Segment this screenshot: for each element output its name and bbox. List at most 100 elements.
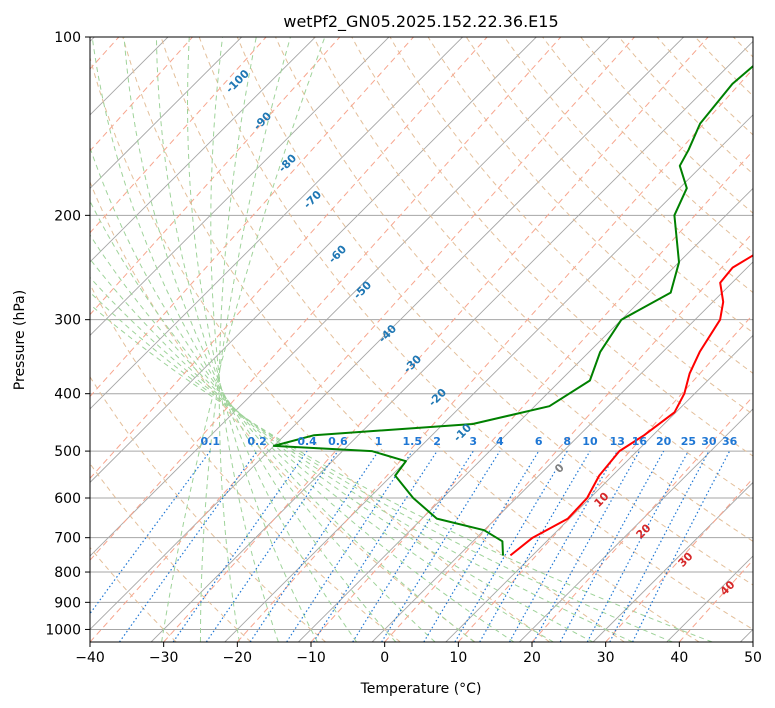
y-tick-label: 200 <box>54 208 81 224</box>
y-tick-label: 600 <box>54 491 81 507</box>
y-axis: 100 200 300 400 500 600 700 800 900 1000 <box>45 30 90 638</box>
dry-adiabat <box>90 180 476 642</box>
plot-area <box>90 37 753 642</box>
mixing-ratio-label: 0.6 <box>328 435 348 448</box>
skewed-isotherm <box>90 37 243 189</box>
isotherm-dashed <box>90 37 194 152</box>
dry-adiabat <box>160 37 700 642</box>
moist-adiabat <box>90 200 515 642</box>
skewed-isotherm <box>90 37 390 337</box>
skewed-isotherm <box>298 187 753 642</box>
mixing-ratio-line <box>533 450 640 642</box>
isotherm-dashed <box>90 37 488 480</box>
moist-adiabat <box>187 37 318 642</box>
dry-adiabat <box>465 37 753 334</box>
chart-title: wetPf2_GN05.2025.152.22.36.E15 <box>283 12 558 32</box>
mixing-ratio-label: 6 <box>535 435 543 448</box>
x-tick-label: 30 <box>597 650 615 666</box>
skewed-isotherm <box>90 37 464 410</box>
mixing-ratio-label: 0.1 <box>200 435 220 448</box>
isotherm-dashed <box>236 68 753 642</box>
dry-adiabat <box>427 37 753 374</box>
x-axis-title: Temperature (°C) <box>360 681 482 697</box>
mixing-ratio-label: 25 <box>681 435 696 448</box>
isotherm-dashed <box>384 231 753 642</box>
isotherm-dashed <box>90 37 341 316</box>
mixing-ratio-label: 20 <box>656 435 672 448</box>
dry-adiabat <box>503 37 753 294</box>
moist-adiabat <box>123 37 397 642</box>
moist-adiabat <box>90 291 673 642</box>
mixing-ratio-line <box>119 450 258 642</box>
moist-adiabat <box>210 37 279 642</box>
skewed-isotherm <box>150 40 753 642</box>
x-tick-label: 10 <box>449 650 467 666</box>
mixing-ratio-label: 0.4 <box>297 435 317 448</box>
isotherm-dashed <box>752 641 753 642</box>
mixing-ratio-line <box>559 450 665 642</box>
x-tick-label: 0 <box>380 650 389 666</box>
skewed-isotherm <box>371 261 753 642</box>
x-tick-label: −10 <box>296 650 326 666</box>
moist-adiabat <box>90 234 554 642</box>
moist-adiabat <box>155 37 358 642</box>
mixing-ratio-line <box>90 450 211 615</box>
dry-adiabat <box>580 37 753 214</box>
y-tick-label: 500 <box>54 444 81 460</box>
x-tick-label: −40 <box>75 650 105 666</box>
mixing-ratio-label: 8 <box>563 435 571 448</box>
mixing-ratio-line <box>508 450 618 642</box>
isotherm-dashed <box>90 37 562 561</box>
mixing-ratio-label: 2 <box>433 435 441 448</box>
mixing-ratio-label: 1 <box>375 435 383 448</box>
mixing-ratio-label: 30 <box>701 435 717 448</box>
mixing-ratio-line <box>249 450 379 642</box>
skewed-isotherm <box>224 114 753 642</box>
mixing-ratio-line <box>381 450 501 642</box>
mixing-ratio-line <box>632 450 731 642</box>
dry-adiabat <box>90 462 252 642</box>
dry-adiabat <box>313 37 753 499</box>
plot-frame <box>89 36 754 643</box>
moist-adiabat <box>90 258 594 642</box>
mixing-ratio-label: 10 <box>582 435 598 448</box>
mixing-ratio-line <box>205 450 339 642</box>
skewed-isotherm <box>592 481 753 642</box>
isotherm-dashed <box>163 37 709 642</box>
moist-adiabat <box>90 276 633 642</box>
mixing-ratio-label: 4 <box>496 435 504 448</box>
moist-adiabat <box>161 37 326 642</box>
y-tick-label: 300 <box>54 313 81 329</box>
y-tick-label: 100 <box>54 30 81 46</box>
isotherm-dashed <box>90 37 636 642</box>
mixing-ratio-line <box>286 450 413 642</box>
y-tick-label: 700 <box>54 531 81 547</box>
isotherm-dashed <box>90 37 267 234</box>
background-lines <box>90 37 753 642</box>
isotherm-dashed <box>457 313 753 642</box>
moist-adiabat <box>91 37 436 642</box>
mixing-ratio-label: 16 <box>632 435 648 448</box>
dry-adiabat <box>656 37 753 136</box>
isotherm-dashed <box>310 150 753 642</box>
dry-adiabat <box>122 37 625 642</box>
mixing-ratio-label: 1.5 <box>403 435 423 448</box>
x-tick-label: −20 <box>223 650 253 666</box>
dry-adiabat <box>274 37 753 542</box>
dry-adiabat <box>236 37 753 586</box>
isotherm-dashed <box>90 37 415 398</box>
dry-adiabat <box>618 37 753 175</box>
dry-adiabat <box>351 37 753 457</box>
skewed-isotherm <box>519 408 753 642</box>
mixing-ratio-line <box>312 450 438 642</box>
x-tick-label: −30 <box>149 650 179 666</box>
y-tick-label: 400 <box>54 387 81 403</box>
skewed-isotherm <box>90 37 611 557</box>
mixing-ratio-label: 36 <box>722 435 738 448</box>
dry-adiabat <box>389 37 753 416</box>
x-axis: −40 −30 −20 −10 0 10 20 30 40 50 <box>75 642 762 666</box>
dry-adiabat <box>90 283 401 642</box>
y-tick-label: 1000 <box>45 622 81 638</box>
